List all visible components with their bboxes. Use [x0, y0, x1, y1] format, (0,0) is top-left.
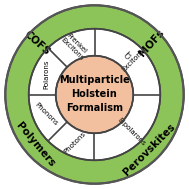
Text: Phonons: Phonons [34, 102, 59, 127]
Circle shape [56, 56, 133, 133]
Text: CT
Excitons: CT Excitons [117, 43, 146, 72]
Text: MOFs: MOFs [138, 27, 167, 58]
Text: Multiparticle
Holstein
Formalism: Multiparticle Holstein Formalism [59, 74, 130, 113]
Text: Polymers: Polymers [14, 120, 57, 168]
Circle shape [29, 29, 160, 160]
Text: Frenkel
Excitons: Frenkel Excitons [60, 31, 89, 61]
Text: Perovskites: Perovskites [121, 121, 177, 177]
Text: Bipolarons: Bipolarons [116, 116, 146, 146]
Text: Photons: Photons [63, 131, 87, 155]
Text: Polarons: Polarons [43, 60, 49, 89]
Circle shape [5, 5, 184, 184]
Text: COFS: COFS [22, 29, 52, 57]
